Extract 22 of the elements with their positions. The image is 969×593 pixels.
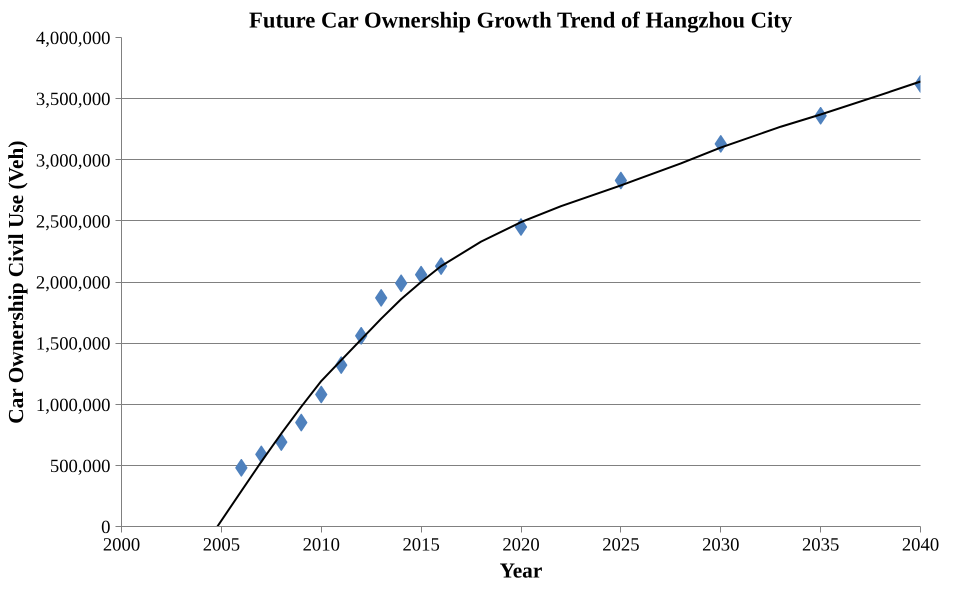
- x-tick-label: 2040: [902, 534, 940, 556]
- y-tick-label: 4,000,000: [36, 28, 110, 49]
- x-tick-label: 2025: [602, 534, 640, 556]
- point: [235, 458, 248, 477]
- y-tick-label: 2,500,000: [36, 211, 110, 232]
- x-axis-title: Year: [500, 558, 543, 582]
- y-tick-label: 3,000,000: [36, 150, 110, 172]
- y-tick-label: 1,000,000: [36, 394, 110, 416]
- x-tick-label: 2010: [302, 534, 340, 556]
- y-tick-label: 3,500,000: [36, 89, 110, 110]
- x-tick-label: 2005: [202, 534, 240, 556]
- y-tick-label: 1,500,000: [36, 334, 110, 355]
- x-tick-label: 2020: [502, 534, 540, 556]
- y-tick-label: 500,000: [50, 456, 111, 477]
- point: [394, 274, 408, 292]
- point: [414, 266, 428, 284]
- x-tick-label: 2035: [802, 534, 840, 556]
- x-tick-label: 2015: [402, 534, 440, 556]
- y-axis-title: Car Ownership Civil Use (Veh): [4, 140, 28, 424]
- x-tick-label: 2030: [702, 534, 740, 556]
- chart-title: Future Car Ownership Growth Trend of Hangzhou City: [249, 8, 793, 32]
- y-tick-label: 2,000,000: [36, 272, 110, 294]
